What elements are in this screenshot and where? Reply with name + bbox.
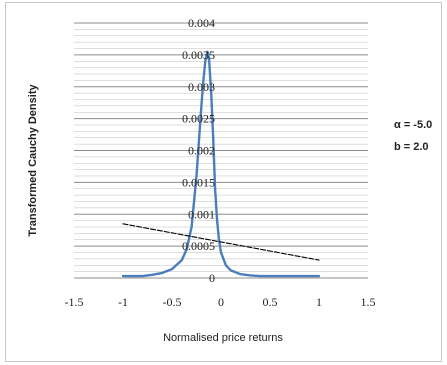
x-tick-label: -0.5 [163, 295, 182, 309]
y-tick-label: 0.0005 [182, 239, 215, 253]
chart-frame: 0 0.0005 0.001 0.0015 0.002 0.0025 0.003 0.0035… [5, 2, 442, 362]
y-tick-label: 0.001 [188, 207, 215, 221]
x-tick-label: 1 [316, 295, 322, 309]
y-tick-label: 0 [209, 271, 215, 285]
y-tick-labels: 0 0.0005 0.001 0.0015 0.002 0.0025 0.003 0.0035… [182, 16, 215, 285]
y-tick-label: 0.0015 [182, 175, 215, 189]
x-tick-labels: -1.5 -1 -0.5 0 0.5 1 1.5 [65, 295, 376, 309]
x-tick-label: 1.5 [361, 295, 376, 309]
series-layer [121, 50, 321, 278]
annotation-text: b = 2.0 [394, 141, 429, 153]
series-line-density [121, 50, 321, 278]
x-tick-label: -1.5 [65, 295, 84, 309]
y-tick-label: 0.0025 [182, 112, 215, 126]
y-tick-label: 0.0035 [182, 48, 215, 62]
x-tick-label: -1 [118, 295, 128, 309]
annotation-text: α = -5.0 [394, 119, 432, 131]
x-tick-label: 0 [218, 295, 224, 309]
y-tick-label: 0.003 [188, 80, 215, 94]
grid [74, 22, 368, 279]
y-tick-label: 0.002 [188, 144, 215, 158]
annotations: α = -5.0 b = 2.0 [394, 119, 432, 153]
chart: 0 0.0005 0.001 0.0015 0.002 0.0025 0.003 0.0035… [27, 16, 432, 344]
series-line-dashed [122, 223, 320, 261]
y-axis-title: Transformed Cauchy Density [27, 84, 39, 237]
x-tick-label: 0.5 [263, 295, 278, 309]
x-axis-title: Normalised price returns [163, 332, 283, 344]
y-tick-label: 0.004 [188, 16, 215, 30]
